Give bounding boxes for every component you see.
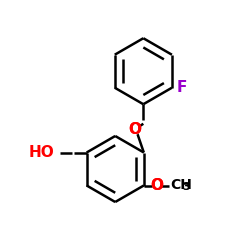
Circle shape bbox=[130, 126, 139, 134]
Text: F: F bbox=[177, 80, 187, 95]
Text: O: O bbox=[128, 122, 141, 138]
Text: 3: 3 bbox=[182, 182, 190, 192]
Circle shape bbox=[153, 181, 162, 190]
Text: CH: CH bbox=[171, 178, 192, 192]
Text: HO: HO bbox=[29, 144, 55, 160]
Text: O: O bbox=[128, 122, 141, 138]
Text: O: O bbox=[151, 178, 164, 193]
Text: O: O bbox=[151, 178, 164, 193]
